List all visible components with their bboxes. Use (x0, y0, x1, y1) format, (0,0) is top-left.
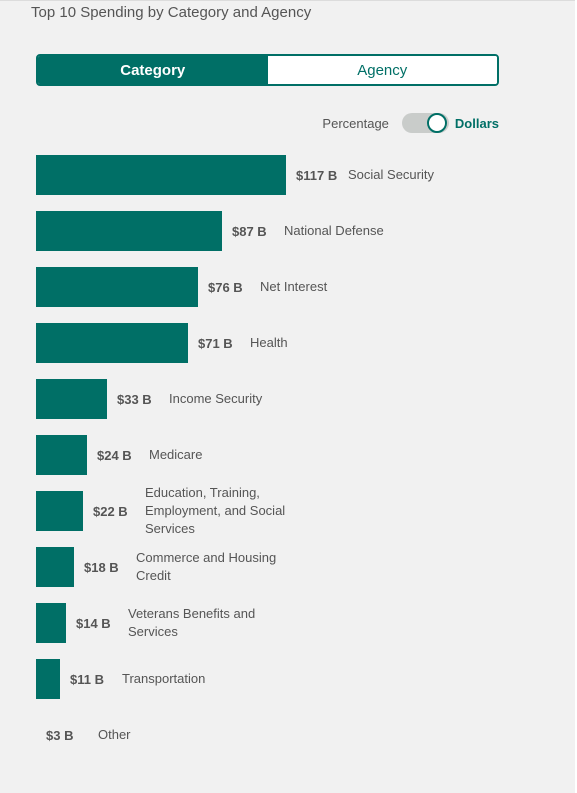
bar[interactable] (36, 379, 107, 419)
bar[interactable] (36, 435, 87, 475)
bar-category-label: Veterans Benefits and Services (128, 606, 256, 639)
bar-value-label: $24 B (97, 447, 132, 463)
bar-category-label: Medicare (149, 447, 203, 462)
bar-row[interactable]: $117 B Social Security (36, 155, 523, 195)
chart-title: Top 10 Spending by Category and Agency (31, 4, 312, 21)
bar-category-label: Commerce and Housing Credit (136, 550, 277, 583)
bar-row[interactable]: $33 B Income Security (36, 379, 344, 419)
bar-row[interactable]: $22 B Education, Training, Employment, an… (36, 485, 320, 536)
unit-switch[interactable] (401, 113, 449, 133)
bar[interactable] (36, 267, 198, 307)
view-toggle-group: Category Agency (36, 54, 499, 86)
bar-row[interactable]: $11 B Transportation (36, 659, 297, 699)
bar-value-label: $71 B (198, 335, 233, 351)
bar-row[interactable]: $14 B Veterans Benefits and Services (36, 603, 303, 643)
bar-value-label: $117 B (296, 167, 338, 183)
dollars-label: Dollars (454, 115, 499, 131)
tab-category[interactable]: Category (38, 56, 268, 84)
bar-value-label: $87 B (232, 223, 267, 239)
bar-category-label: Transportation (122, 671, 206, 686)
bar[interactable] (36, 155, 286, 195)
bar-row[interactable]: $76 B Net Interest (36, 267, 435, 307)
bar-value-label: $14 B (76, 615, 111, 631)
bar-row[interactable]: $24 B Medicare (36, 435, 324, 475)
bar-row[interactable]: $3 B Other (36, 715, 273, 755)
bar-row[interactable]: $18 B Commerce and Housing Credit (36, 547, 311, 587)
bar[interactable] (36, 547, 74, 587)
bar-row[interactable]: $87 B National Defense (36, 211, 459, 251)
bar-category-label: Income Security (169, 391, 263, 406)
bar-value-label: $11 B (70, 671, 104, 687)
bar-category-label: Social Security (348, 167, 434, 182)
bar[interactable] (36, 603, 66, 643)
bar-value-label: $33 B (117, 391, 152, 407)
right-edge (575, 0, 577, 793)
switch-knob (426, 113, 447, 133)
bar-value-label: $76 B (208, 279, 243, 295)
bar-row[interactable]: $71 B Health (36, 323, 425, 363)
bar-category-label: Other (98, 727, 131, 742)
bar[interactable] (36, 211, 222, 251)
tab-agency[interactable]: Agency (267, 56, 497, 84)
percentage-label: Percentage (322, 115, 389, 131)
top-divider (0, 0, 577, 1)
bar-category-label: National Defense (284, 223, 384, 238)
bar-category-label: Net Interest (260, 279, 328, 294)
bar-value-label: $18 B (84, 559, 119, 575)
bar-value-label: $3 B (46, 727, 74, 743)
bar[interactable] (36, 659, 60, 699)
bar-category-label: Health (250, 335, 288, 350)
unit-toggle: Percentage Dollars (322, 112, 499, 134)
bar-category-label: Education, Training, Employment, and Soc… (145, 485, 286, 536)
bar[interactable] (36, 323, 188, 363)
bar[interactable] (36, 491, 83, 531)
bar-value-label: $22 B (93, 503, 128, 519)
